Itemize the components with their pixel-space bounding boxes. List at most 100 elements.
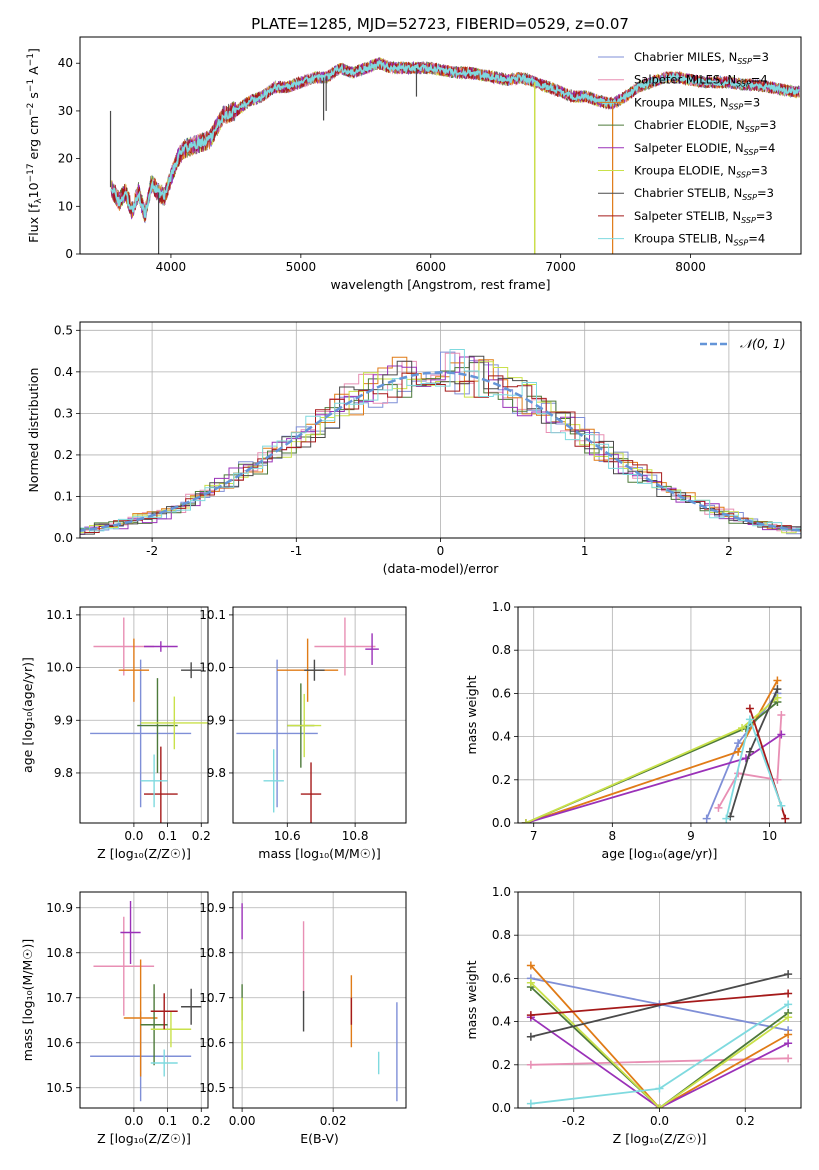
y-tick-label: 0: [65, 247, 73, 261]
y-tick-label: 0.1: [54, 489, 73, 503]
x-tick-label: 4000: [156, 260, 187, 274]
series-line-7: [530, 992, 789, 1016]
axes-frame: [79, 36, 802, 255]
series-point: [745, 715, 754, 724]
y-axis-label: mass [log₁₀(M/M☉)]: [20, 939, 35, 1061]
histogram-8: [80, 349, 801, 532]
legend-label: Chabrier ELODIE, NSSP=3: [634, 118, 776, 134]
y-tick-label: 0.0: [492, 816, 511, 830]
legend-label: Chabrier STELIB, NSSP=3: [634, 186, 774, 202]
legend-label: 𝒩(0, 1): [740, 336, 786, 351]
x-tick-label: 10.6: [274, 829, 301, 843]
plots: 4000 5000 6000 7000 8000010203040wavelength …: [20, 36, 802, 1146]
series-point: [526, 1011, 535, 1020]
x-axis-label: wavelength [Angstrom, rest frame]: [330, 277, 550, 292]
series-line-2: [530, 964, 789, 1108]
y-axis-label: age [log₁₀(age/yr)]: [20, 657, 35, 773]
y-axis-label: mass weight: [464, 960, 479, 1039]
x-tick-label: 9: [687, 829, 695, 843]
y-tick-label: 0.0: [54, 531, 73, 545]
x-axis-label: (data-model)/error: [383, 561, 500, 576]
plot-area: [90, 617, 208, 823]
x-tick-label: 5000: [286, 260, 317, 274]
y-tick-label: 10: [58, 199, 73, 213]
y-tick-label: 0.5: [54, 323, 73, 337]
y-tick-label: 0.4: [54, 365, 73, 379]
x-tick-label: 0.02: [320, 1114, 347, 1128]
x-axis-label: E(B-V): [300, 1131, 339, 1146]
plot-area: [521, 676, 790, 823]
series-point: [722, 814, 731, 823]
series-point: [784, 1013, 793, 1022]
legend-label: Kroupa STELIB, NSSP=4: [634, 232, 765, 248]
series-point: [526, 978, 535, 987]
x-axis-label: Z [log₁₀(Z/Z☉)]: [613, 1131, 707, 1146]
y-tick-label: 9.8: [54, 766, 73, 780]
plot-area: [236, 617, 379, 823]
series-point: [773, 685, 782, 694]
panel-ebv-vs-mass: 0.00 0.02 10.5 10.6 10.7 10.8 10.9 E(B-V): [199, 891, 407, 1146]
panel-z-vs-mass: 0.0 0.1 0.2 10.5 10.6 10.7 10.8 10.9 Z [log₁₀(Z/…: [20, 891, 211, 1146]
x-tick-label: 0.2: [736, 1114, 755, 1128]
x-axis-label: age [log₁₀(age/yr)]: [602, 846, 718, 861]
series-point: [773, 775, 782, 784]
y-tick-label: 10.1: [199, 608, 226, 622]
series-point: [784, 1054, 793, 1063]
plot-area: [80, 349, 801, 535]
axes-frame: [517, 891, 802, 1109]
series-point: [655, 1084, 664, 1093]
series-line-5: [530, 982, 789, 1108]
series-line-4: [530, 1016, 789, 1108]
axes-frame: [232, 606, 407, 824]
y-tick-label: 0.0: [492, 1101, 511, 1115]
y-tick-label: 10.6: [199, 1036, 226, 1050]
plot-area: [526, 961, 793, 1108]
y-tick-label: 0.8: [492, 928, 511, 942]
x-tick-label: 0.2: [192, 829, 211, 843]
axes-frame: [79, 606, 209, 824]
series-point: [702, 814, 711, 823]
normal-curve: [80, 371, 801, 532]
x-tick-label: 10: [762, 829, 777, 843]
y-tick-label: 0.4: [492, 730, 511, 744]
series-point: [526, 1099, 535, 1108]
plot-area: [109, 57, 800, 254]
series-point: [745, 747, 754, 756]
y-tick-label: 9.8: [207, 766, 226, 780]
series-point: [526, 1032, 535, 1041]
x-tick-label: 0.2: [192, 1114, 211, 1128]
y-tick-label: 10.7: [46, 991, 73, 1005]
x-tick-label: 0.00: [229, 1114, 256, 1128]
axes-frame: [79, 891, 209, 1109]
x-tick-label: 0: [437, 544, 445, 558]
series-point: [777, 730, 786, 739]
series-line-6: [530, 973, 789, 1038]
y-tick-label: 10.0: [199, 661, 226, 675]
histogram-2: [80, 356, 801, 530]
legend-label: Kroupa ELODIE, NSSP=3: [634, 164, 768, 180]
series-point: [777, 711, 786, 719]
y-tick-label: 9.9: [207, 713, 226, 727]
y-axis-label: Normed distribution: [26, 368, 41, 493]
y-tick-label: 10.8: [46, 946, 73, 960]
x-axis-label: mass [log₁₀(M/M☉)]: [258, 846, 380, 861]
x-tick-label: 0.0: [124, 1114, 143, 1128]
series-point: [784, 970, 793, 979]
y-tick-label: 0.2: [54, 448, 73, 462]
legend-label: Salpeter ELODIE, NSSP=4: [634, 141, 775, 157]
y-tick-label: 10.9: [199, 901, 226, 915]
legend-label: Salpeter MILES, NSSP=4: [634, 73, 768, 89]
series-point: [781, 814, 790, 823]
panel-spectrum: 4000 5000 6000 7000 8000 0 10 20 30 40 wavelength …: [26, 36, 802, 292]
x-tick-label: 10.8: [342, 829, 369, 843]
axes-frame: [79, 321, 802, 539]
series-point: [521, 819, 530, 823]
y-tick-label: 30: [58, 104, 73, 118]
y-tick-label: 0.4: [492, 1015, 511, 1029]
panel-z-vs-weight: -0.2 0.0 0.2 0.0 0.2 0.4 0.6 0.8 1.0 Z [log₁₀(Z/Z…: [464, 885, 802, 1146]
series-point: [734, 747, 743, 756]
x-tick-label: 7000: [545, 260, 576, 274]
y-tick-label: 10.5: [46, 1081, 73, 1095]
y-tick-label: 0.6: [492, 971, 511, 985]
